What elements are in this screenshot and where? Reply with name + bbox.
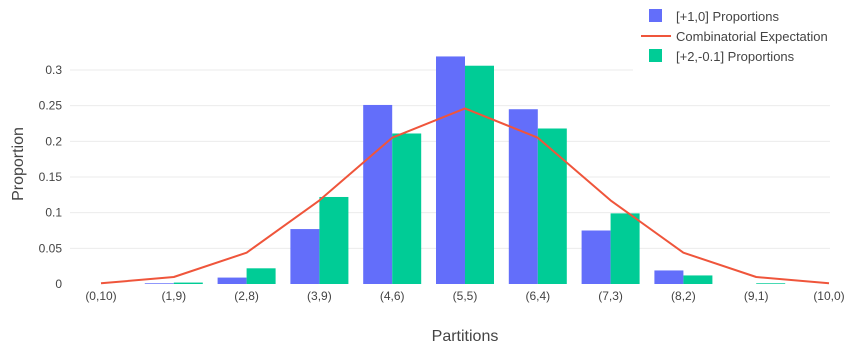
legend-item[interactable]: Combinatorial Expectation xyxy=(641,29,828,44)
y-tick-label: 0.15 xyxy=(39,170,63,184)
y-axis-title: Proportion xyxy=(10,127,27,201)
legend-item[interactable]: [+1,0] Proportions xyxy=(649,9,779,24)
bar-plus2-minus01-1 xyxy=(173,282,203,284)
y-tick-label: 0.1 xyxy=(45,206,62,220)
bar-plus2-minus01-4 xyxy=(392,133,422,284)
bar-plus1-0-6 xyxy=(508,109,538,284)
bar-plus1-0-2 xyxy=(217,277,247,284)
x-tick-label: (9,1) xyxy=(744,289,769,303)
legend-label: Combinatorial Expectation xyxy=(676,29,828,44)
bar-plus1-0-7 xyxy=(581,230,611,284)
x-tick-label: (10,0) xyxy=(813,289,844,303)
bar-plus1-0-4 xyxy=(363,104,393,284)
y-tick-label: 0.25 xyxy=(39,99,63,113)
combinatorial-expectation-line xyxy=(100,107,830,285)
bar-plus2-minus01-2 xyxy=(246,268,276,284)
x-axis-title: Partitions xyxy=(432,328,499,343)
x-axis-ticks: (0,10) (1,9) (2,8) (3,9) (4,6) (5,5) (6,4) (7,3… xyxy=(85,289,844,303)
bar-plus2-minus01-9 xyxy=(756,283,786,284)
bar-plus1-0-8 xyxy=(654,270,684,284)
legend-swatch xyxy=(649,9,662,22)
bar-plus2-minus01-5 xyxy=(465,65,494,284)
bar-plus1-0-5 xyxy=(436,56,465,284)
bar-series xyxy=(144,56,786,284)
x-tick-label: (5,5) xyxy=(453,289,478,303)
bar-plus2-minus01-8 xyxy=(683,275,713,284)
y-tick-label: 0.05 xyxy=(39,241,63,255)
y-tick-label: 0.3 xyxy=(45,63,62,77)
x-tick-label: (6,4) xyxy=(525,289,550,303)
x-tick-label: (2,8) xyxy=(234,289,259,303)
legend-label: [+1,0] Proportions xyxy=(676,9,779,24)
bar-plus2-minus01-6 xyxy=(537,128,567,284)
bar-plus1-0-3 xyxy=(290,229,320,284)
legend-swatch xyxy=(649,49,662,62)
x-tick-label: (3,9) xyxy=(307,289,332,303)
x-tick-label: (8,2) xyxy=(671,289,696,303)
bar-plus1-0-1 xyxy=(144,283,174,284)
y-tick-label: 0 xyxy=(55,277,62,291)
legend-label: [+2,-0.1] Proportions xyxy=(676,49,795,64)
y-tick-label: 0.2 xyxy=(45,134,62,148)
x-tick-label: (4,6) xyxy=(380,289,405,303)
legend-item[interactable]: [+2,-0.1] Proportions xyxy=(649,49,795,64)
expectation-line-series xyxy=(100,107,830,285)
x-tick-label: (0,10) xyxy=(85,289,116,303)
y-axis-ticks: 0 0.05 0.1 0.15 0.2 0.25 0.3 xyxy=(39,63,63,291)
x-tick-label: (1,9) xyxy=(161,289,186,303)
bar-plus2-minus01-3 xyxy=(319,196,349,284)
legend[interactable]: [+1,0] Proportions Combinatorial Expectat… xyxy=(633,0,855,72)
bar-plus2-minus01-7 xyxy=(610,213,640,284)
x-tick-label: (7,3) xyxy=(598,289,623,303)
